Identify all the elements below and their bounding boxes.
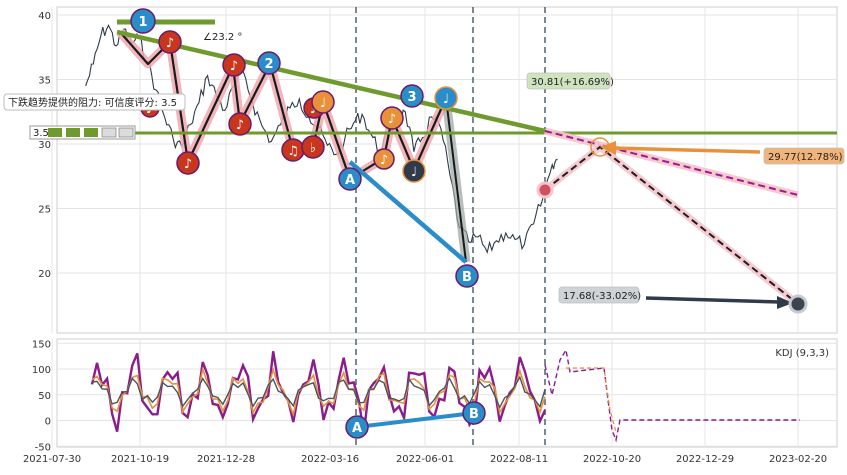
- kdj-A-marker-label: A: [352, 421, 362, 436]
- wave-B-marker: [455, 264, 479, 288]
- kdj-y-tick: 0: [45, 417, 51, 428]
- note-marker-label: ♩: [320, 96, 326, 111]
- score-star-icon: [48, 128, 62, 137]
- note-marker: [176, 151, 200, 175]
- note-marker-label: ♭: [310, 141, 316, 156]
- kdj-y-tick: 50: [38, 391, 51, 402]
- target-label-mid: 29.77(12.78%): [768, 152, 843, 163]
- projection-node: [536, 181, 554, 199]
- wave-2-marker: [257, 51, 281, 75]
- note-marker-label: ♪: [166, 36, 174, 51]
- note-marker-label: ♫: [287, 144, 299, 159]
- projection-halo: [544, 127, 799, 199]
- note-marker-label: ♪: [380, 153, 388, 168]
- kdj-B-marker: [462, 401, 486, 425]
- target-arrow-dark: [645, 296, 781, 304]
- score-star-icon: [101, 127, 117, 138]
- drop-leg: [445, 97, 467, 263]
- price-y-tick: 25: [38, 205, 51, 216]
- note-marker: [380, 106, 404, 130]
- resistance-box: [3, 93, 186, 111]
- wave-A-marker-label: A: [345, 173, 355, 188]
- note-marker-label: ♩: [443, 92, 449, 107]
- x-tick-label: 2023-02-20: [769, 454, 827, 465]
- target-label-mid-box: [763, 147, 845, 165]
- wave-1-marker-label: 1: [138, 15, 147, 30]
- target-arrowhead-orange: [600, 141, 616, 155]
- note-marker: [158, 30, 182, 54]
- x-tick-label: 2022-03-16: [301, 454, 359, 465]
- wave-2-marker-label: 2: [264, 57, 273, 72]
- target-arrowhead-dark: [777, 296, 793, 309]
- note-marker: [402, 159, 426, 183]
- score-label: 3.5: [33, 128, 49, 139]
- kdj-y-tick: 100: [32, 365, 51, 376]
- price-y-tick: 40: [38, 11, 51, 22]
- x-tick-label: 2022-12-29: [676, 454, 734, 465]
- resistance-label: 下跌趋势提供的阻力: 可信度评分: 3.5: [8, 96, 177, 109]
- falling-trendline: [116, 29, 546, 134]
- score-star-icon: [118, 127, 134, 138]
- note-marker-label: ♪: [230, 59, 238, 74]
- note-marker: [311, 90, 335, 114]
- kdj-A-marker: [345, 415, 369, 439]
- wave-1-marker: [130, 8, 156, 34]
- x-tick-label: 2021-07-30: [23, 454, 81, 465]
- x-tick-label: 2021-10-19: [111, 454, 169, 465]
- target-label-down-box: [558, 286, 640, 304]
- x-tick-label: 2021-12-28: [197, 454, 255, 465]
- note-marker: [222, 53, 246, 77]
- angle-label: ∠23.2 °: [203, 32, 242, 43]
- kdj-B-marker-label: B: [469, 407, 479, 422]
- x-tick-label: 2022-08-11: [490, 454, 548, 465]
- projection-node: [788, 294, 808, 314]
- kdj-J-line: [90, 351, 547, 434]
- price-y-tick: 30: [38, 140, 51, 151]
- note-marker: [373, 148, 395, 170]
- note-marker-label: ♪: [184, 157, 192, 172]
- price-y-tick: 35: [38, 76, 51, 87]
- x-tick-label: 2022-10-20: [583, 454, 641, 465]
- note-marker: [301, 135, 325, 159]
- note-marker-label: ♪: [236, 118, 244, 133]
- wave-B-marker-label: B: [462, 270, 472, 285]
- target-label-up: 30.81(+16.69%): [531, 77, 614, 88]
- score-star-icon: [66, 128, 80, 137]
- note-marker: [228, 112, 252, 136]
- wave-3-marker-label: 3: [407, 90, 416, 105]
- score-star-icon: [84, 128, 98, 137]
- blue-leg-A-B: [348, 160, 468, 264]
- target-arrow-orange: [611, 146, 761, 154]
- target-label-down: 17.68(-33.02%): [563, 291, 641, 302]
- note-marker-label: ♩: [411, 165, 417, 180]
- target-label-up-box: [526, 72, 611, 90]
- projection-node: [590, 137, 610, 157]
- note-marker-label: ♪: [388, 112, 396, 127]
- note-marker: [434, 86, 458, 110]
- kdj-projection: [566, 367, 617, 433]
- indicator-panel: [56, 338, 838, 448]
- price-y-tick: 20: [38, 269, 51, 280]
- x-tick-label: 2022-06-01: [396, 454, 454, 465]
- kdj-title: KDJ (9,3,3): [775, 348, 829, 359]
- kdj-A-B-leg: [356, 411, 475, 429]
- wave-3-marker: [400, 84, 424, 108]
- kdj-y-tick: -50: [35, 442, 51, 453]
- kdj-y-tick: 150: [32, 339, 51, 350]
- wave-A-marker: [338, 167, 362, 191]
